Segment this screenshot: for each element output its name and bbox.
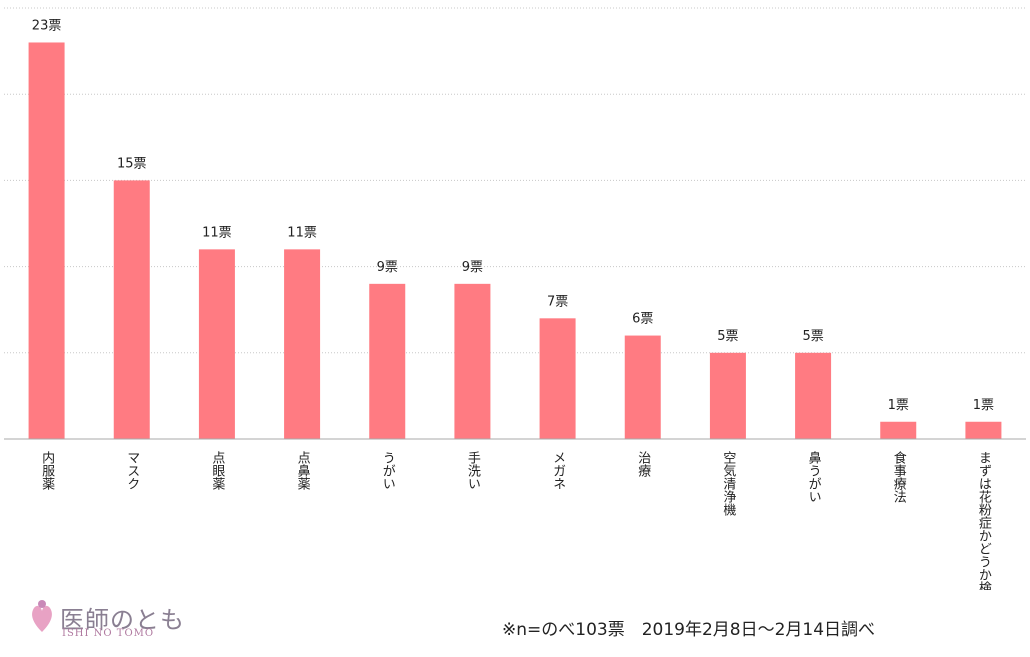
value-label: 9票 [462, 260, 483, 275]
value-label: 5票 [717, 329, 738, 344]
bar [709, 352, 746, 439]
category-label: 点鼻薬 [295, 451, 311, 490]
value-label: 7票 [547, 294, 568, 309]
category-label: 内服薬 [39, 450, 55, 490]
bar [965, 421, 1002, 439]
bar-chart: 23票 15票 11票 11票 9票 9票 7票 6票 5票 5票 1票 1票 内服薬 マスク 点眼薬 点鼻… [4, 7, 1026, 590]
gridlines [4, 7, 1026, 354]
bar [539, 318, 576, 439]
bar [454, 283, 491, 439]
value-label: 9票 [377, 260, 398, 275]
value-label: 5票 [802, 329, 823, 344]
category-label: マスク [124, 451, 139, 490]
logo-text: 医師のとも [60, 606, 185, 634]
bar [113, 180, 150, 439]
value-label: 1票 [973, 398, 994, 413]
category-label: 空気清浄機 [720, 451, 736, 516]
bar [880, 421, 917, 439]
bar [369, 283, 406, 439]
category-label: 手洗い [465, 451, 481, 490]
bar [284, 249, 321, 439]
value-label: 15票 [117, 156, 147, 171]
bar [795, 352, 832, 439]
bar [198, 249, 235, 439]
survey-note: ※n=のべ103票 2019年2月8日～2月14日調べ [502, 620, 876, 640]
category-label: 点眼薬 [209, 451, 225, 490]
logo: 医師のとも ISHI NO TOMO [28, 596, 184, 644]
category-label: まずは花粉症かどうか検査する [976, 451, 992, 590]
category-label: 治療 [635, 451, 651, 477]
value-label: 11票 [202, 225, 232, 240]
category-labels: 内服薬 マスク 点眼薬 点鼻薬 うがい 手洗い メガネ 治療 空気清浄機 鼻うがい 食事療法 まずは花… [39, 450, 991, 590]
bars [28, 42, 1002, 439]
value-label: 11票 [287, 225, 317, 240]
category-label: メガネ [550, 451, 565, 490]
category-label: うがい [380, 451, 396, 490]
value-label: 6票 [632, 312, 653, 327]
bar [624, 335, 661, 439]
value-labels: 23票 15票 11票 11票 9票 9票 7票 6票 5票 5票 1票 1票 [32, 18, 994, 412]
value-label: 1票 [888, 398, 909, 413]
value-label: 23票 [32, 18, 62, 33]
bar [28, 42, 65, 439]
category-label: 食事療法 [891, 450, 907, 503]
logo-subtext: ISHI NO TOMO [62, 628, 155, 639]
category-label: 鼻うがい [806, 450, 822, 503]
heart-person-icon [32, 600, 52, 632]
